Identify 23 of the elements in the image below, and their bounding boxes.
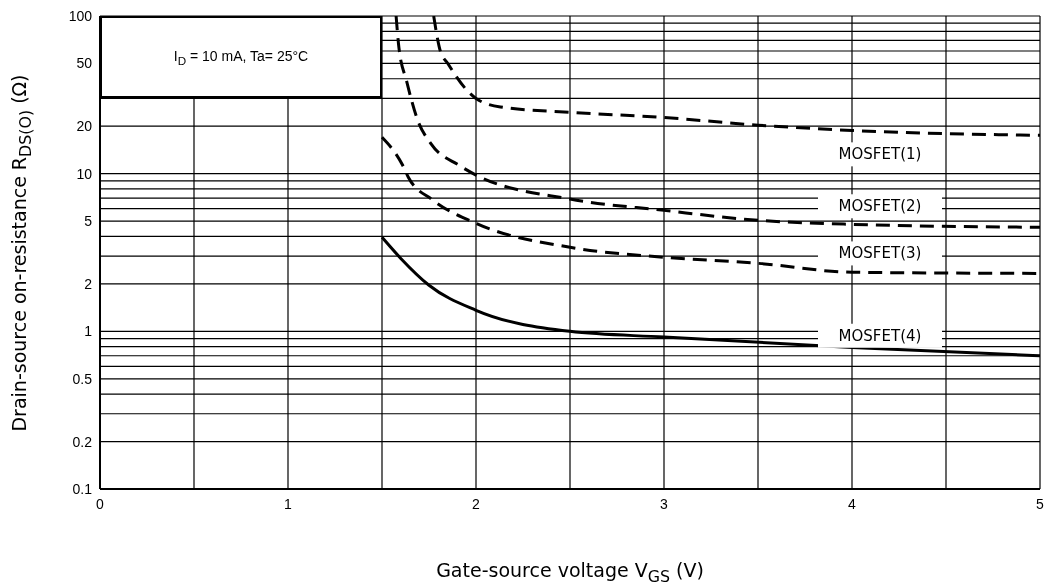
x-tick-label: 3 xyxy=(660,496,669,512)
y-tick-label: 100 xyxy=(68,7,93,24)
series-label: MOSFET(4) xyxy=(838,326,922,345)
note-box: I$_{D}$ = 10 mA, Ta= 25°C xyxy=(100,16,382,99)
x-tick-label: 0 xyxy=(96,496,105,512)
series-label: MOSFET(3) xyxy=(838,244,922,263)
annotation: I$_{D}$ = 10 mA, Ta= 25°C xyxy=(173,47,309,67)
x-axis-title: Gate-source voltage V$_{GS}$ (V) xyxy=(435,559,705,586)
y-tick-label: 0.1 xyxy=(72,480,93,497)
y-tick-label: 50 xyxy=(76,55,93,72)
series-label: MOSFET(2) xyxy=(838,197,922,216)
y-tick-label: 20 xyxy=(76,118,93,135)
x-tick-label: 2 xyxy=(472,496,481,512)
y-tick-label: 0.5 xyxy=(72,370,93,387)
x-tick-label: 4 xyxy=(848,496,857,512)
y-tick-label: 5 xyxy=(84,213,93,230)
y-tick-label: 2 xyxy=(84,275,93,292)
series-label: MOSFET(1) xyxy=(838,145,922,164)
y-tick-label: 0.2 xyxy=(72,433,93,450)
y-tick-label: 10 xyxy=(76,165,93,182)
x-tick-label: 5 xyxy=(1036,496,1045,512)
x-tick-label: 1 xyxy=(284,496,293,512)
y-tick-label: 1 xyxy=(84,323,93,340)
